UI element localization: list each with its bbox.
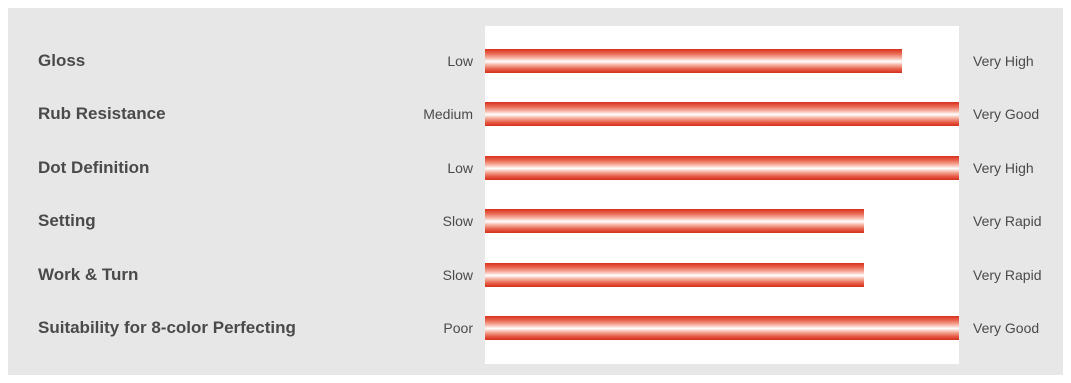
- bar-8-color-perfecting: [485, 316, 959, 340]
- bar-dot-definition: [485, 156, 959, 180]
- low-scale-label: Slow: [442, 213, 473, 229]
- bar-work-and-turn: [485, 263, 864, 287]
- high-scale-label: Very Rapid: [973, 213, 1042, 229]
- attribute-label: Rub Resistance: [38, 104, 166, 123]
- high-scale-label: Very Good: [973, 320, 1040, 336]
- high-scale-label: Very High: [973, 53, 1034, 69]
- high-scale-label: Very Good: [973, 106, 1040, 122]
- high-scale-label: Very High: [973, 160, 1034, 176]
- bar-rub-resistance: [485, 102, 959, 126]
- attribute-label: Suitability for 8-color Perfecting: [38, 318, 296, 337]
- attribute-label: Work & Turn: [38, 265, 139, 284]
- low-scale-label: Low: [447, 160, 473, 176]
- bar-gloss: [485, 49, 902, 73]
- row-dot-definition: Dot Definition Low Very High: [0, 155, 1071, 181]
- bar-setting: [485, 209, 864, 233]
- row-8-color-perfecting: Suitability for 8-color Perfecting Poor …: [0, 315, 1071, 341]
- low-scale-label: Slow: [442, 267, 473, 283]
- high-scale-label: Very Rapid: [973, 267, 1042, 283]
- row-gloss: Gloss Low Very High: [0, 48, 1071, 74]
- row-setting: Setting Slow Very Rapid: [0, 208, 1071, 234]
- low-scale-label: Medium: [423, 106, 473, 122]
- low-scale-label: Poor: [443, 320, 473, 336]
- attribute-label: Gloss: [38, 51, 86, 70]
- attribute-label: Dot Definition: [38, 158, 150, 177]
- row-work-and-turn: Work & Turn Slow Very Rapid: [0, 262, 1071, 288]
- row-rub-resistance: Rub Resistance Medium Very Good: [0, 101, 1071, 127]
- attribute-label: Setting: [38, 211, 96, 230]
- bar-track: [485, 26, 959, 364]
- low-scale-label: Low: [447, 53, 473, 69]
